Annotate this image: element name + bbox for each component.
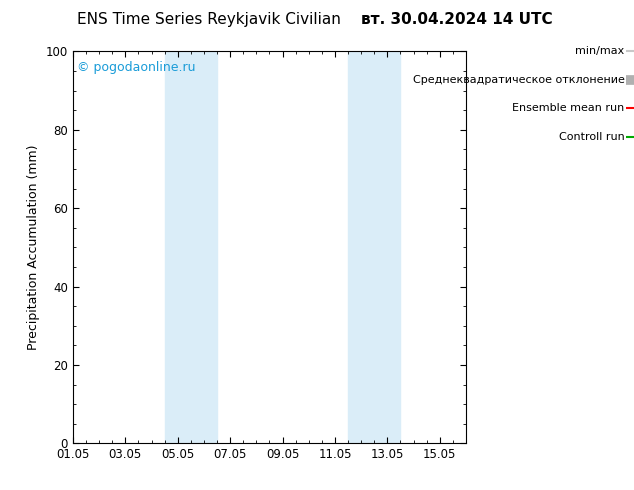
- Text: ENS Time Series Reykjavik Civilian: ENS Time Series Reykjavik Civilian: [77, 12, 341, 27]
- Text: min/max: min/max: [575, 47, 624, 56]
- Text: вт. 30.04.2024 14 UTC: вт. 30.04.2024 14 UTC: [361, 12, 552, 27]
- Bar: [165, 51, 217, 443]
- Bar: [348, 51, 401, 443]
- Text: © pogodaonline.ru: © pogodaonline.ru: [77, 61, 195, 74]
- Text: Controll run: Controll run: [559, 132, 624, 142]
- Text: Среднеквадратическое отклонение: Среднеквадратическое отклонение: [413, 75, 624, 85]
- Y-axis label: Precipitation Accumulation (mm): Precipitation Accumulation (mm): [27, 145, 40, 350]
- Text: Ensemble mean run: Ensemble mean run: [512, 103, 624, 113]
